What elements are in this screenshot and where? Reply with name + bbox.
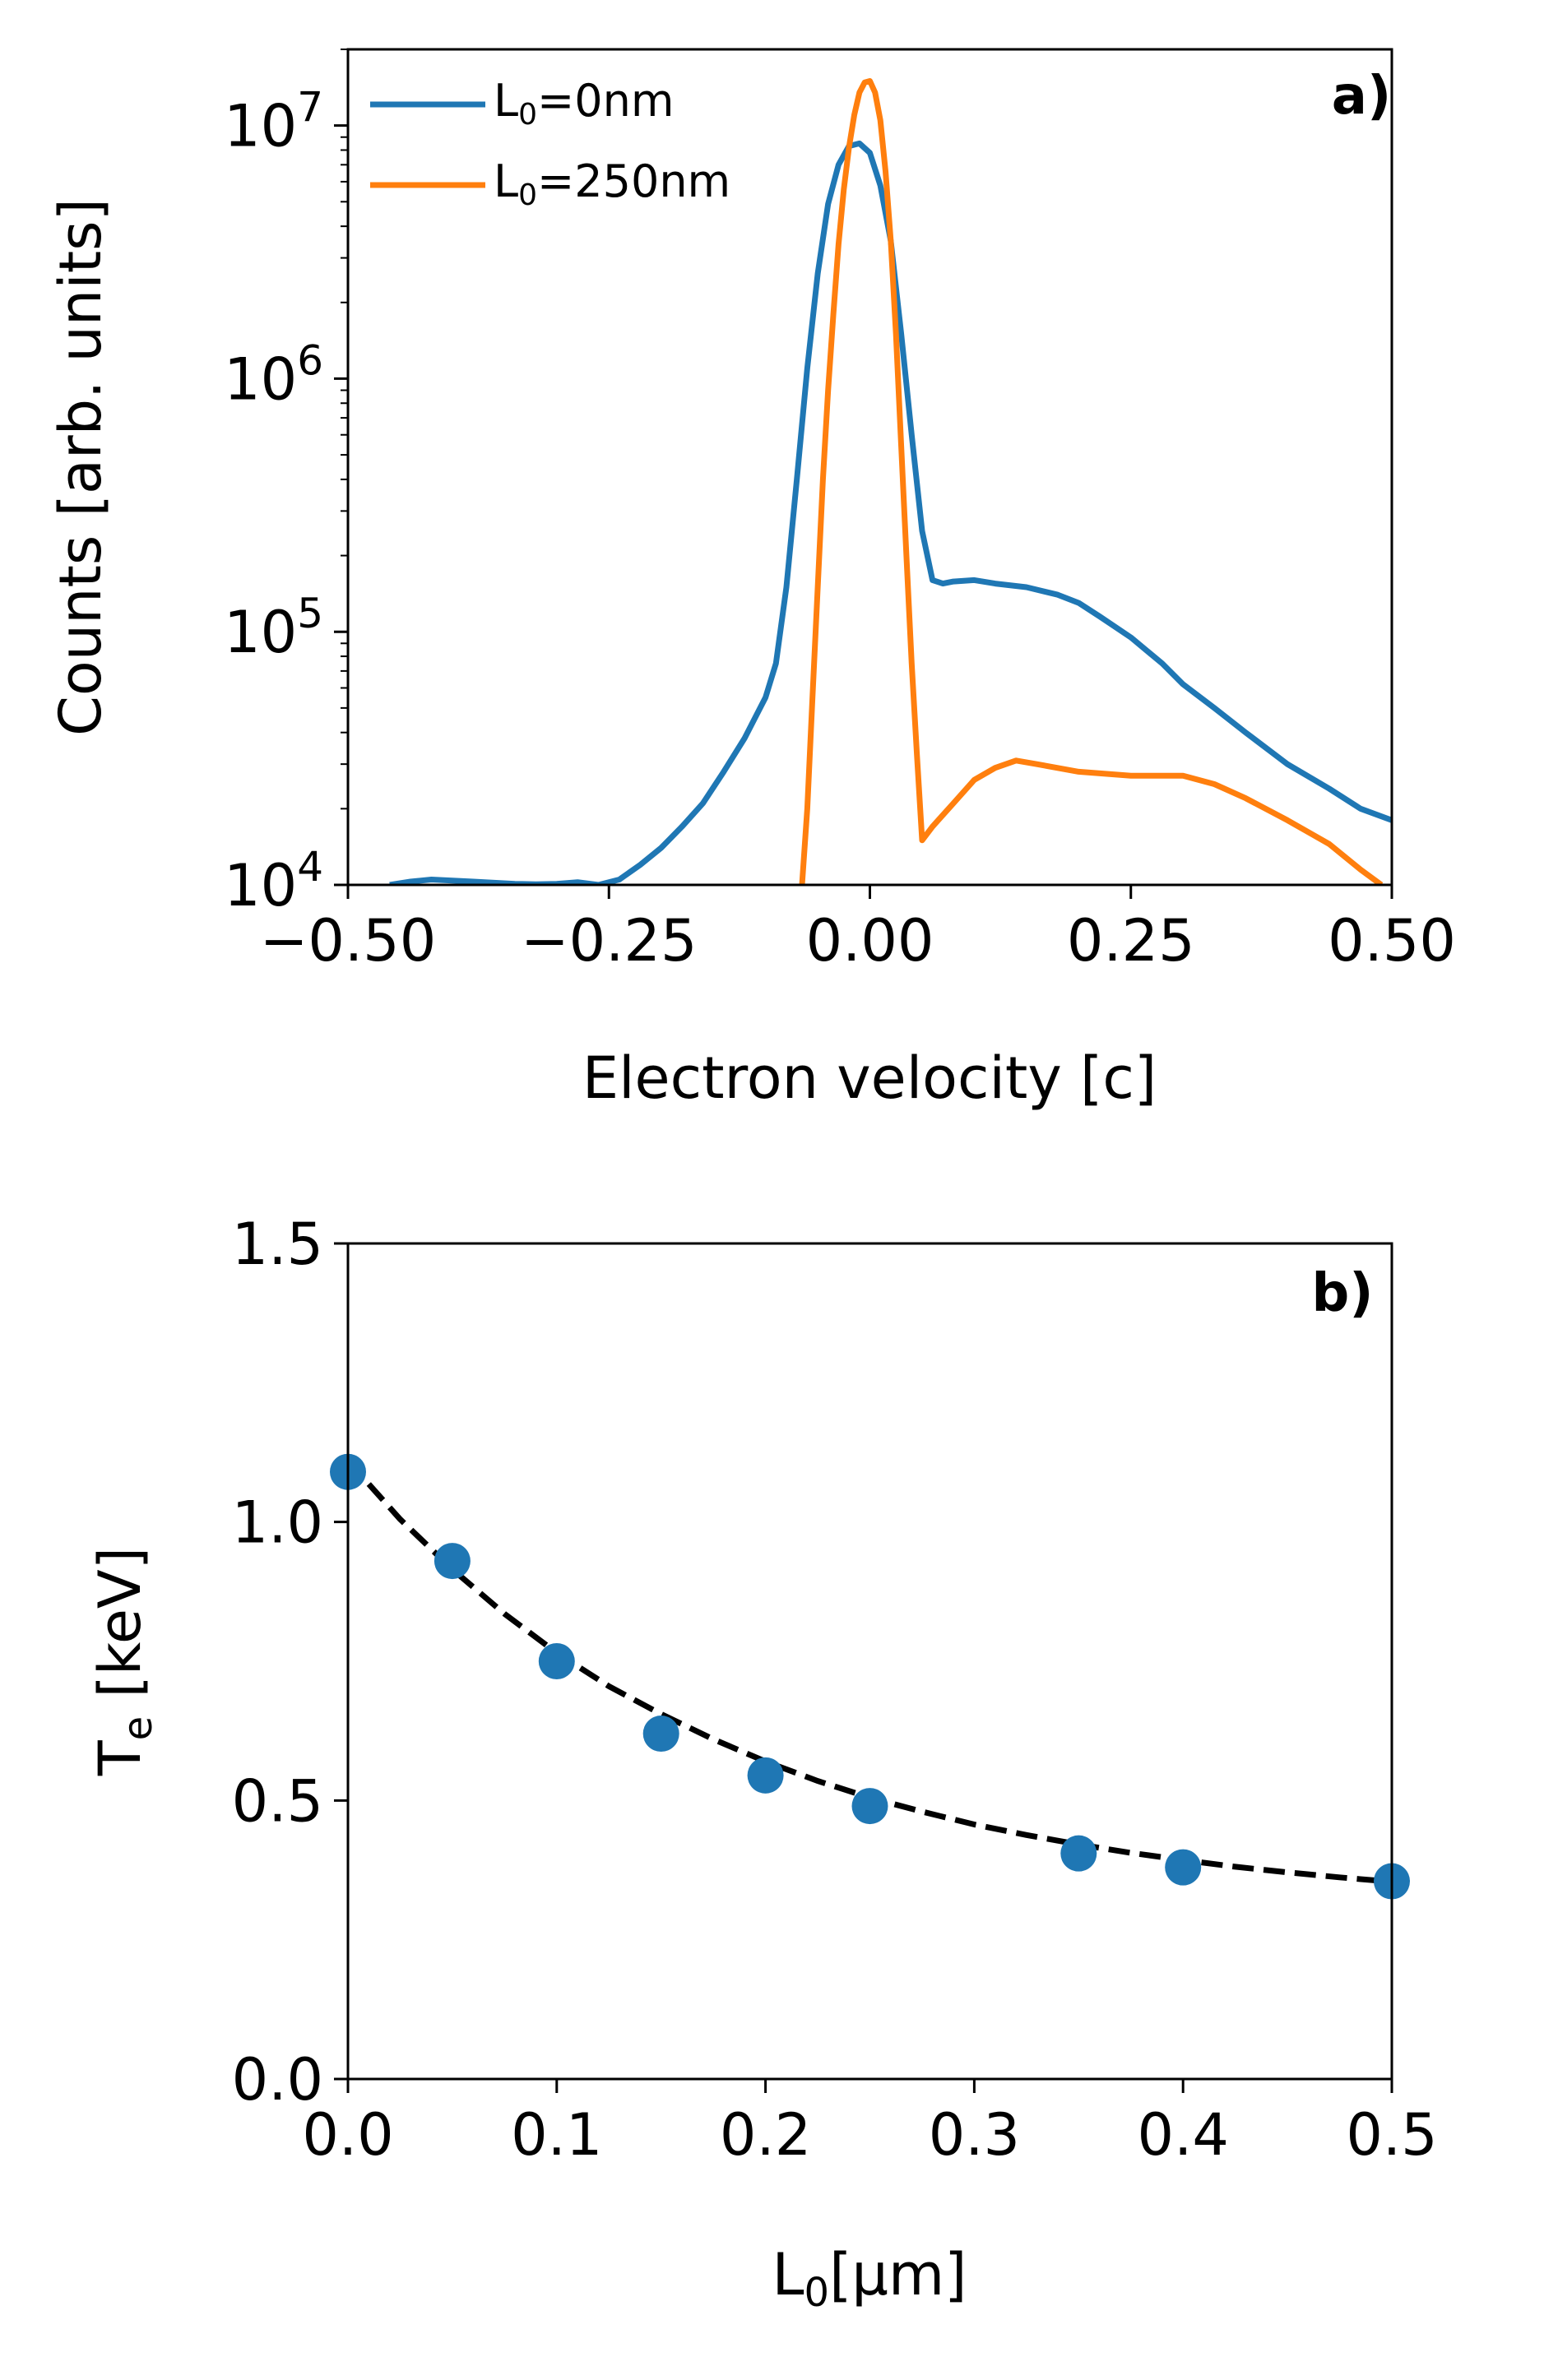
- x-tick-label: 0.1: [511, 2101, 602, 2169]
- panel-b-x-axis-label: L0[µm]: [772, 2241, 967, 2316]
- legend-label-rest: =0nm: [537, 75, 674, 127]
- panel-b-y-axis-label: Te [keV]: [86, 1547, 161, 1776]
- panel-b-plot-area: [330, 1453, 1410, 1900]
- y-tick-exponent: 4: [297, 843, 323, 891]
- y-tick-base: 10: [224, 599, 297, 666]
- panel-b-label: b): [1311, 1263, 1373, 1324]
- x-tick-label: 0.4: [1138, 2101, 1229, 2169]
- legend-label-sub: 0: [518, 178, 537, 212]
- panel-b: 0.0 0.1 0.2 0.3 0.4 0.5 0.0 0.5 1.0 1.5 b) L0[µm…: [86, 1211, 1438, 2316]
- x-tick-label: −0.50: [260, 907, 437, 975]
- legend-label-rest: =250nm: [537, 155, 730, 207]
- x-tick-label: 0.25: [1067, 907, 1195, 975]
- x-axis-label-rest: [µm]: [829, 2241, 967, 2308]
- x-tick-label: 0.50: [1328, 907, 1456, 975]
- y-axis-label-main: T: [86, 1740, 154, 1776]
- panel-a-x-axis-label: Electron velocity [c]: [582, 1044, 1157, 1112]
- y-tick-base: 10: [224, 852, 297, 919]
- data-point: [538, 1643, 575, 1679]
- panel-a-plot-area: [389, 78, 1392, 885]
- legend-label-1: L0=250nm: [494, 155, 730, 212]
- x-tick-label: 0.00: [806, 907, 934, 975]
- panel-a-y-axis-label: Counts [arb. units]: [47, 198, 114, 736]
- y-axis-label-rest: [keV]: [86, 1547, 154, 1716]
- panel-b-x-ticks: 0.0 0.1 0.2 0.3 0.4 0.5: [302, 2079, 1438, 2169]
- y-tick-base: 10: [224, 345, 297, 413]
- y-tick-exponent: 5: [297, 590, 323, 637]
- x-tick-label: −0.25: [521, 907, 698, 975]
- y-tick-label: 0.0: [232, 2046, 323, 2114]
- x-axis-label-sub: 0: [804, 2270, 830, 2316]
- data-point: [747, 1757, 784, 1794]
- legend-label-0: L0=0nm: [494, 75, 674, 132]
- panel-a-label: a): [1332, 66, 1391, 127]
- y-tick-label: 105: [224, 590, 323, 666]
- y-tick-label: 0.5: [232, 1767, 323, 1835]
- y-tick-label: 1.5: [232, 1211, 323, 1278]
- x-tick-label: 0.2: [720, 2101, 811, 2169]
- series-line-1: [799, 78, 1384, 885]
- legend-label-sub: 0: [518, 98, 537, 132]
- y-tick-label: 106: [224, 336, 323, 413]
- legend-label-main: L: [494, 75, 518, 127]
- data-point: [642, 1716, 679, 1753]
- y-tick-label: 107: [224, 84, 323, 160]
- x-axis-label-main: L: [772, 2241, 804, 2308]
- y-tick-exponent: 7: [297, 84, 323, 132]
- panel-a-x-ticks: −0.50 −0.25 0.00 0.25 0.50: [260, 885, 1456, 975]
- y-tick-exponent: 6: [297, 336, 323, 384]
- x-tick-label: 0.5: [1346, 2101, 1437, 2169]
- y-tick-label: 104: [224, 843, 323, 919]
- y-axis-label-sub: e: [115, 1716, 161, 1741]
- x-tick-label: 0.3: [929, 2101, 1020, 2169]
- panel-b-y-ticks: 0.0 0.5 1.0 1.5: [232, 1211, 348, 2114]
- legend-label-main: L: [494, 155, 518, 207]
- panel-b-frame: [346, 1242, 1393, 2081]
- data-point: [434, 1543, 471, 1580]
- y-tick-base: 10: [224, 93, 297, 160]
- data-point: [1060, 1835, 1097, 1872]
- x-tick-label: 0.0: [302, 2101, 393, 2169]
- data-point: [1165, 1849, 1202, 1886]
- data-point: [851, 1788, 888, 1825]
- y-tick-label: 1.0: [232, 1489, 323, 1557]
- series-line-0: [389, 140, 1392, 885]
